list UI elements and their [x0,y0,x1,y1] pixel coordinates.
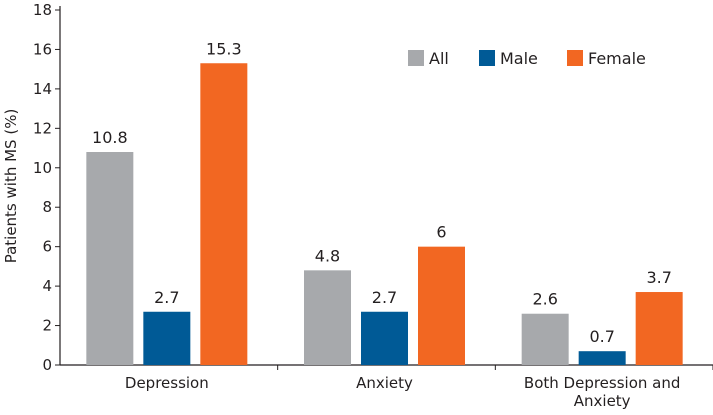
x-category-label: Anxiety [356,374,413,392]
y-tick-label: 18 [33,1,52,19]
bar-male [143,311,191,365]
bars [86,63,683,365]
bar-value-label: 2.7 [372,288,397,307]
y-tick-label: 12 [33,119,52,137]
x-category-label-line: Both Depression and [524,374,680,392]
bar-value-label: 2.6 [532,290,557,309]
bar-value-label: 4.8 [315,246,340,265]
x-category-label-line: Anxiety [574,392,631,410]
legend-label-male: Male [500,49,538,68]
y-tick-label: 8 [42,198,52,216]
bar-female [418,246,465,365]
bar-male [578,351,626,365]
bar-male [361,311,408,365]
bar-value-label: 0.7 [589,327,614,346]
bar-female [635,292,683,365]
y-tick-label: 2 [42,317,52,335]
x-axis: Depression Anxiety Both Depression and Anxi… [60,364,713,410]
y-tick-label: 6 [42,238,52,256]
bar-value-label: 2.7 [154,288,179,307]
bar-value-labels: 10.8 2.7 15.3 4.8 2.7 6 2.6 0.7 3.7 [92,39,672,346]
y-tick-label: 16 [33,40,52,58]
legend-swatch-female [567,50,583,66]
bar-value-label: 6 [436,223,446,242]
bar-value-label: 10.8 [92,128,128,147]
legend-swatch-male [479,50,495,66]
y-tick-label: 10 [33,159,52,177]
x-category-label-line: Depression [125,374,209,392]
x-category-label: Depression [125,374,209,392]
y-axis: 0 2 4 6 8 10 12 14 16 18 [33,1,61,374]
bar-all [86,152,134,365]
x-category-label: Both Depression and Anxiety [524,374,680,410]
x-category-label-line: Anxiety [356,374,413,392]
legend-swatch-all [408,50,424,66]
legend: All Male Female [408,49,646,68]
bar-value-label: 3.7 [646,268,671,287]
bar-value-label: 15.3 [206,39,242,58]
bar-all [304,270,351,365]
y-axis-title: Patients with MS (%) [2,109,20,264]
legend-label-female: Female [588,49,646,68]
bar-all [521,313,569,365]
y-tick-label: 14 [33,80,52,98]
y-tick-label: 0 [42,356,52,374]
y-tick-label: 4 [42,277,52,295]
bar-female [200,63,248,365]
legend-label-all: All [429,49,449,68]
